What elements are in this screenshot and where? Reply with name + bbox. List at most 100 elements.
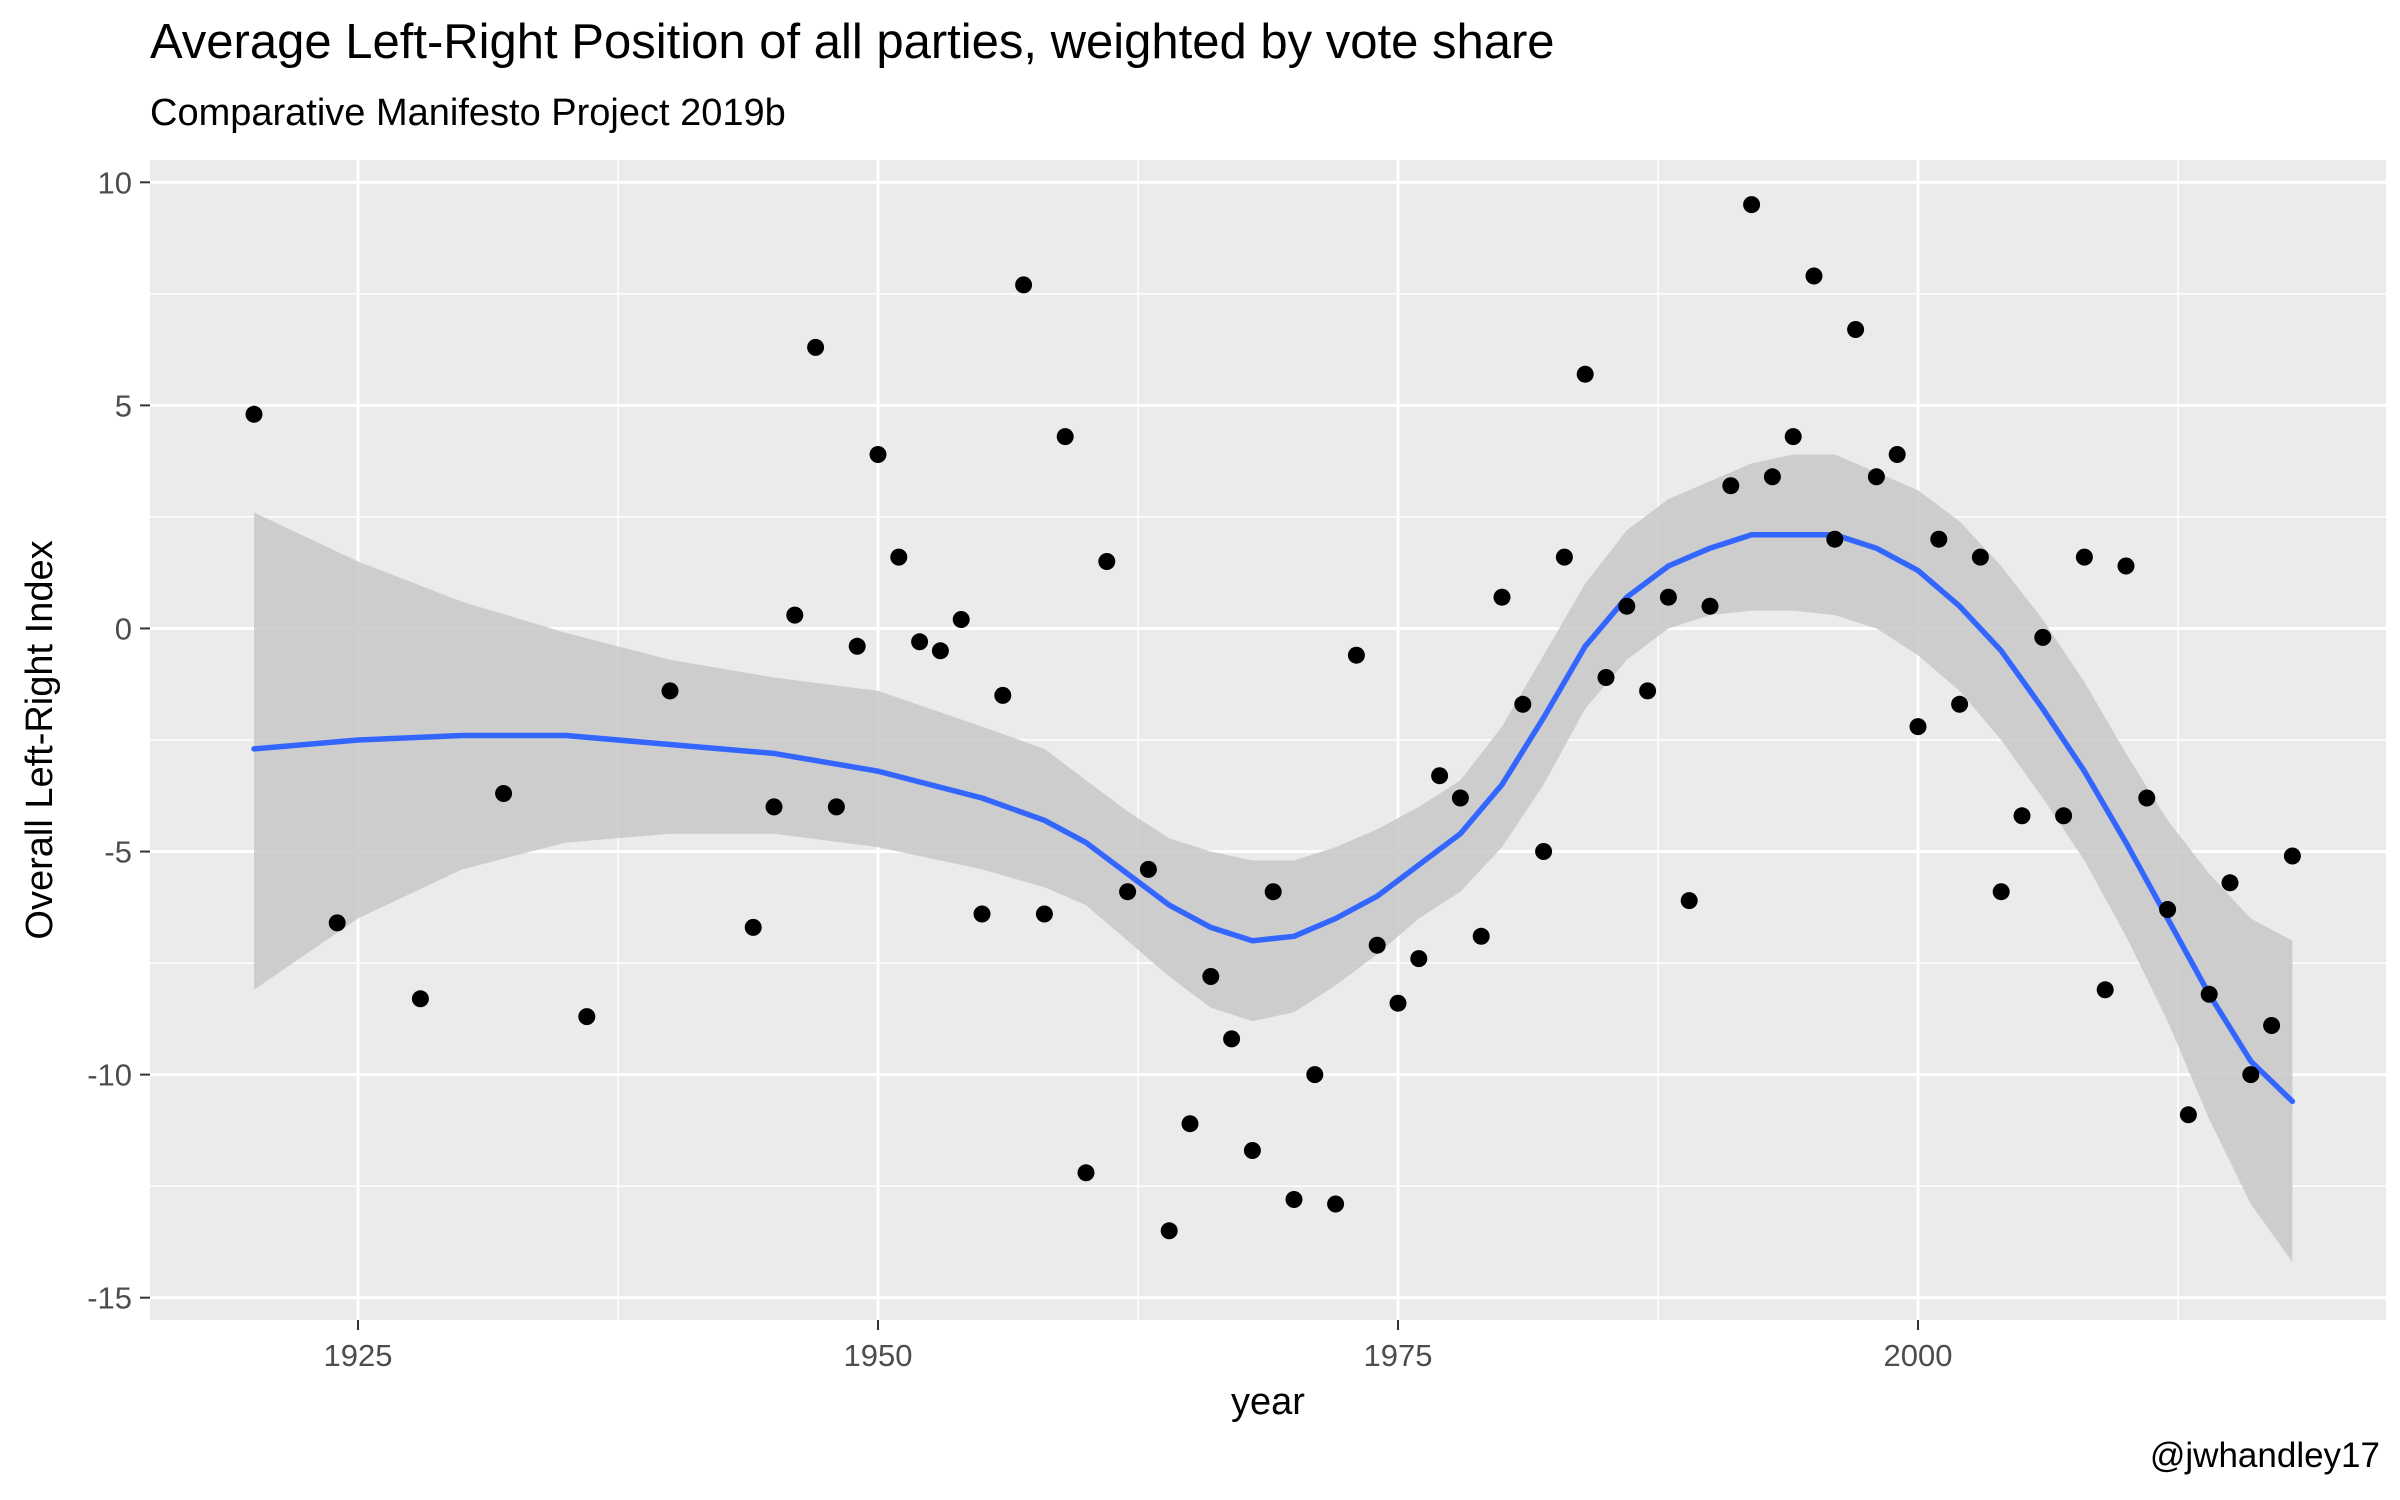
data-point [952,611,970,628]
data-point [744,918,762,936]
caption: @jwhandley17 [2149,1436,2380,1475]
data-point [1826,530,1844,548]
data-point [2096,981,2114,999]
data-point [827,798,845,816]
data-point [1431,767,1449,785]
data-point [1909,718,1927,736]
data-point [931,642,949,660]
data-point [578,1008,596,1026]
data-point [1597,669,1615,686]
data-point [1368,936,1386,954]
data-point [786,606,804,624]
data-point [1639,682,1657,700]
data-point [1264,883,1282,901]
smooth-line-path [251,532,2296,1105]
smooth-line [251,532,2296,1105]
data-point [2263,1017,2281,1034]
data-point [328,914,346,932]
data-point [661,682,679,700]
data-point [2138,789,2156,807]
data-point [1223,1030,1241,1048]
data-point [1763,468,1781,486]
data-point [1160,1222,1178,1240]
data-point [1327,1195,1345,1213]
y-tick-label: -5 [104,835,132,870]
data-point [1992,883,2010,901]
data-point [2159,901,2177,918]
scatter-points [245,196,2301,1240]
data-point [1701,597,1719,615]
y-tick-label: -10 [87,1058,132,1093]
data-point [1888,446,1906,463]
data-point [1306,1066,1324,1084]
data-point [1722,477,1740,495]
data-point [1285,1191,1303,1208]
y-axis-title: Overall Left-Right Index [19,540,61,939]
data-point [2117,557,2135,575]
y-tick-label: -15 [87,1281,132,1316]
data-point [869,446,887,463]
data-point [1618,597,1636,615]
data-point [2221,874,2239,892]
chart-subtitle: Comparative Manifesto Project 2019b [150,92,786,134]
data-point [911,633,929,651]
data-point [890,548,908,566]
data-point [495,785,513,802]
data-point [1659,588,1677,606]
data-point [1410,950,1428,968]
x-axis-title: year [1231,1381,1305,1423]
data-point [848,637,866,655]
data-point [1098,553,1116,570]
data-point [973,905,991,923]
data-point [411,990,429,1008]
data-point [2242,1066,2260,1084]
chart-title: Average Left-Right Position of all parti… [150,15,1555,69]
data-point [2013,807,2031,825]
data-point [2200,985,2218,1003]
data-point [807,338,825,356]
data-point [1930,530,1948,548]
data-point [1389,994,1407,1012]
data-point [1535,843,1553,860]
x-tick-label: 1950 [844,1338,913,1373]
y-tick-label: 0 [115,611,132,646]
data-point [1451,789,1469,807]
data-point [1680,892,1698,910]
data-point [1514,695,1532,713]
data-point [1243,1142,1261,1159]
data-point [1867,468,1885,486]
data-point [2034,628,2052,646]
data-point [1493,588,1511,606]
data-point [994,686,1012,704]
data-point [1805,267,1823,285]
data-point [1181,1115,1199,1133]
data-point [1139,860,1157,878]
data-point [1347,646,1365,664]
grid-lines [150,160,2386,1320]
y-tick-label: 10 [98,165,132,200]
data-point [1015,276,1033,294]
data-point [245,405,263,423]
data-point [765,798,783,816]
data-point [1743,196,1761,214]
data-point [1119,883,1137,901]
data-point [1035,905,1053,923]
data-point [2179,1106,2197,1124]
data-point [1555,548,1573,566]
x-tick-label: 1925 [324,1338,393,1373]
axes: 1925 1950 1975 2000 10 5 0 -5 -10 -15 [87,165,1952,1373]
data-point [1077,1164,1095,1182]
x-tick-label: 1975 [1364,1338,1433,1373]
data-point [2055,807,2073,825]
data-point [1784,428,1802,446]
data-point [1472,927,1490,945]
data-point [1576,365,1594,383]
data-point [2283,847,2301,865]
y-tick-label: 5 [115,388,132,423]
data-point [1056,428,1074,446]
data-point [2075,548,2093,566]
x-tick-label: 2000 [1884,1338,1953,1373]
data-point [1202,968,1220,985]
data-point [1847,321,1865,338]
